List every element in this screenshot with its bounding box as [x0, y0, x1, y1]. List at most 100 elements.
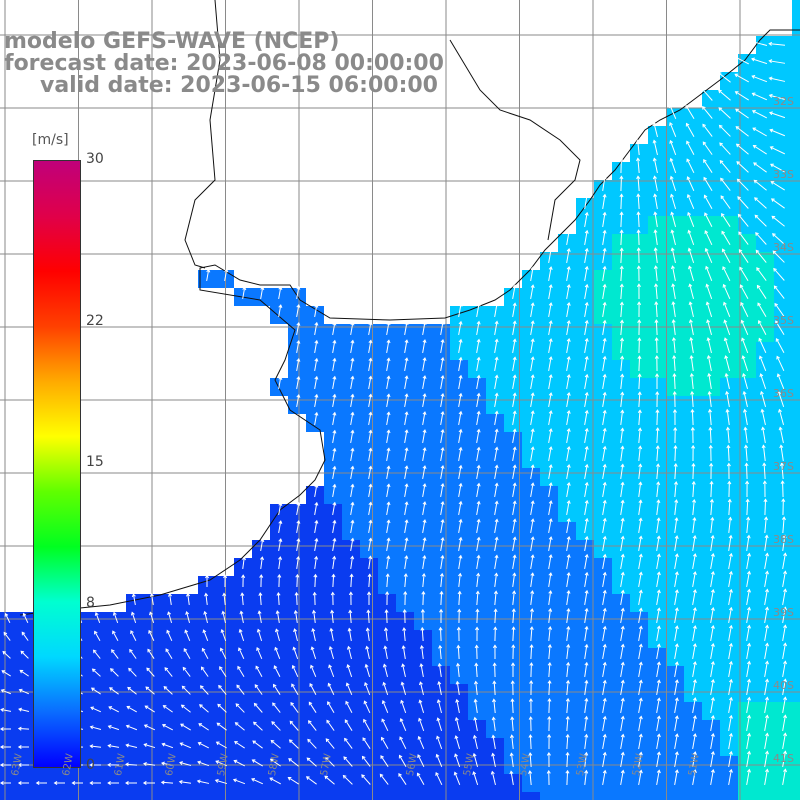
wind-arrow	[422, 357, 426, 372]
wind-arrow-head	[638, 553, 643, 558]
wind-arrow	[93, 649, 101, 659]
wind-arrow	[146, 667, 155, 677]
wind-arrow-head	[638, 625, 643, 630]
wind-arrow	[296, 556, 299, 570]
wind-arrow	[769, 43, 786, 46]
wind-arrow	[21, 632, 29, 641]
wind-arrow-head	[311, 609, 316, 614]
wind-speed-cell	[180, 792, 198, 800]
wind-arrow	[458, 555, 462, 570]
wind-arrow	[343, 775, 353, 785]
wind-arrow	[674, 752, 678, 768]
wind-arrow	[764, 751, 768, 768]
wind-arrow-head	[252, 740, 257, 745]
wind-arrow-head	[440, 374, 445, 379]
wind-arrow-head	[258, 592, 263, 596]
wind-arrow	[5, 613, 11, 624]
latitude-label: 32S	[773, 95, 794, 108]
wind-arrow-head	[653, 229, 658, 234]
wind-arrow	[637, 194, 640, 210]
wind-arrow-head	[314, 501, 319, 506]
wind-arrow-head	[674, 571, 679, 576]
wind-arrow-head	[422, 375, 427, 379]
wind-arrow	[602, 302, 606, 318]
wind-arrow	[529, 735, 532, 750]
wind-arrow-head	[404, 483, 409, 488]
wind-arrow	[707, 320, 713, 336]
wind-arrow-head	[783, 588, 788, 593]
wind-arrow	[584, 554, 588, 570]
wind-arrow-head	[620, 499, 625, 504]
wind-arrow	[458, 411, 462, 426]
wind-arrow	[728, 517, 731, 534]
wind-arrow-head	[314, 555, 319, 560]
wind-arrow-head	[772, 250, 777, 255]
wind-arrow-head	[548, 302, 553, 307]
wind-arrow-head	[637, 373, 642, 378]
wind-arrow	[402, 664, 406, 678]
wind-arrow-head	[718, 89, 722, 94]
wind-arrow	[494, 411, 498, 426]
wind-arrow	[638, 626, 642, 642]
wind-arrow-head	[329, 627, 334, 632]
wind-speed-cell	[648, 792, 666, 800]
wind-arrow	[764, 715, 768, 732]
wind-speed-cell	[792, 342, 800, 360]
wind-arrow-head	[773, 285, 778, 290]
wind-arrow-head	[709, 462, 714, 467]
wind-arrow-head	[674, 733, 679, 738]
wind-arrow-head	[161, 742, 166, 747]
colorbar-tick-label: 0	[86, 757, 95, 773]
wind-arrow	[620, 752, 624, 768]
wind-arrow-head	[566, 661, 571, 666]
wind-arrow	[776, 356, 785, 372]
wind-arrow	[620, 392, 623, 408]
wind-arrow	[400, 718, 407, 732]
wind-arrow	[728, 661, 732, 678]
wind-arrow	[584, 770, 587, 786]
wind-arrow	[548, 698, 550, 714]
wind-arrow	[782, 697, 786, 714]
wind-arrow-head	[566, 607, 571, 612]
wind-arrow-head	[584, 697, 589, 702]
wind-arrow-head	[476, 500, 481, 505]
wind-arrow	[347, 646, 352, 660]
wind-arrow-head	[328, 646, 333, 650]
wind-arrow-head	[690, 408, 695, 413]
wind-arrow	[620, 536, 624, 552]
wind-speed-cell	[126, 792, 144, 800]
title-model: modelo GEFS-WAVE (NCEP)	[4, 29, 340, 54]
wind-speed-cell	[396, 792, 414, 800]
wind-arrow	[710, 571, 714, 588]
wind-arrow	[350, 322, 354, 336]
colorbar-tick-label: 8	[86, 595, 95, 612]
wind-arrow	[512, 609, 515, 624]
wind-arrow-head	[22, 612, 27, 617]
wind-arrow	[602, 716, 606, 732]
wind-arrow-head	[180, 723, 184, 728]
wind-arrow-head	[673, 427, 678, 431]
wind-arrow-head	[327, 701, 331, 705]
wind-arrow-head	[366, 591, 372, 596]
wind-arrow-head	[764, 750, 769, 755]
wind-arrow-head	[758, 355, 763, 360]
wind-arrow-head	[702, 123, 706, 128]
wind-arrow-head	[530, 590, 535, 595]
wind-arrow	[548, 248, 552, 264]
wind-arrow-head	[656, 625, 661, 630]
wind-arrow-head	[637, 319, 642, 324]
wind-arrow-head	[636, 265, 641, 270]
wind-arrow	[637, 176, 640, 192]
wind-arrow-head	[673, 463, 678, 467]
wind-arrow-head	[783, 606, 788, 611]
wind-arrow	[401, 682, 407, 696]
wind-arrow-head	[458, 374, 463, 379]
wind-arrow-head	[548, 248, 553, 253]
wind-arrow-head	[654, 283, 659, 288]
colorbar-tick-label: 30	[86, 151, 104, 167]
wind-arrow-head	[706, 319, 711, 324]
wind-arrow-head	[619, 247, 624, 252]
wind-arrow-head	[602, 715, 607, 720]
wind-arrow-head	[710, 570, 715, 575]
wind-arrow-head	[547, 715, 552, 720]
